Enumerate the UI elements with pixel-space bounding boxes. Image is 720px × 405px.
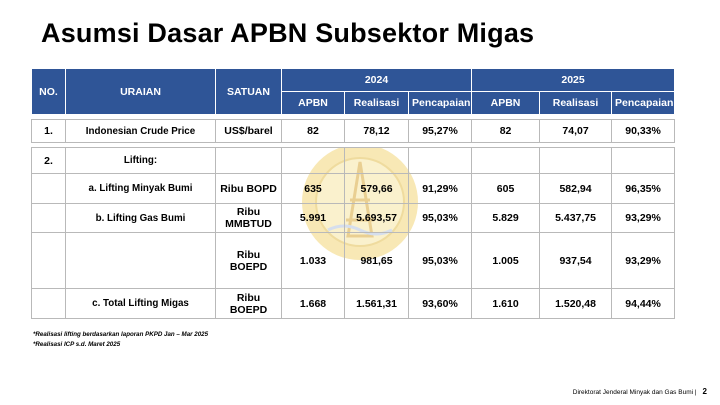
cell-pencapaian-2024: 95,03% [407, 203, 473, 233]
apbn-assumptions-table: NO. URAIAN SATUAN 2024 2025 APBN Realisa… [31, 68, 676, 319]
cell-realisasi-2024: 5.693,57 [344, 203, 409, 233]
cell-apbn-2025 [471, 147, 541, 174]
cell-uraian: b. Lifting Gas Bumi [65, 203, 216, 233]
cell-apbn-2025: 82 [471, 119, 541, 143]
cell-realisasi-2025: 582,94 [539, 173, 613, 204]
cell-satuan: Ribu BOEPD [215, 232, 282, 289]
cell-pencapaian-2024: 91,29% [407, 173, 473, 204]
page-title: Asumsi Dasar APBN Subsektor Migas [41, 18, 535, 48]
cell-apbn-2025: 1.005 [471, 232, 541, 289]
cell-pencapaian-2025: 94,44% [611, 288, 676, 319]
cell-satuan: Ribu BOEPD [215, 288, 282, 319]
header-apbn-2024: APBN [281, 91, 345, 115]
footer-org: Direktorat Jenderal Minyak dan Gas Bumi … [572, 389, 697, 396]
header-year-2024: 2024 [280, 68, 473, 92]
cell-pencapaian-2024: 93,60% [407, 288, 473, 319]
cell-uraian: a. Lifting Minyak Bumi [65, 173, 216, 204]
header-realisasi-2025: Realisasi [539, 91, 613, 115]
header-apbn-2025: APBN [471, 91, 541, 115]
table-row-lifting-gas: b. Lifting Gas Bumi Ribu MMBTUD 5.991 5.… [31, 203, 676, 233]
cell-pencapaian-2025: 93,29% [611, 232, 676, 289]
cell-apbn-2024: 1.668 [281, 288, 345, 319]
cell-apbn-2024: 82 [281, 119, 345, 143]
cell-realisasi-2025 [539, 147, 613, 174]
cell-pencapaian-2025: 93,29% [611, 203, 676, 233]
header-pencapaian-2025: Pencapaian [611, 91, 676, 115]
cell-apbn-2025: 605 [471, 173, 541, 204]
header-satuan: SATUAN [215, 68, 282, 115]
cell-apbn-2025: 5.829 [471, 203, 541, 233]
cell-no [31, 203, 66, 233]
cell-satuan: Ribu MMBTUD [215, 203, 282, 233]
cell-pencapaian-2025: 90,33% [611, 119, 676, 143]
cell-realisasi-2025: 1.520,48 [539, 288, 613, 319]
cell-pencapaian-2025 [611, 147, 676, 174]
cell-apbn-2024: 1.033 [281, 232, 345, 289]
cell-satuan [215, 147, 282, 174]
cell-pencapaian-2025: 96,35% [611, 173, 676, 204]
cell-no: 2. [31, 147, 66, 174]
header-year-2025: 2025 [471, 68, 676, 92]
cell-realisasi-2024: 579,66 [344, 173, 409, 204]
cell-uraian: c. Total Lifting Migas [65, 288, 216, 319]
header-pencapaian-2024: Pencapaian [407, 91, 473, 115]
cell-apbn-2024 [281, 147, 345, 174]
cell-pencapaian-2024 [407, 147, 473, 174]
cell-realisasi-2025: 74,07 [539, 119, 613, 143]
cell-realisasi-2024 [344, 147, 409, 174]
cell-realisasi-2024: 1.561,31 [344, 288, 409, 319]
cell-no: 1. [31, 119, 66, 143]
table-row-lifting-minyak: a. Lifting Minyak Bumi Ribu BOPD 635 579… [31, 173, 676, 204]
cell-realisasi-2024: 78,12 [344, 119, 409, 143]
table-row-icp: 1. Indonesian Crude Price US$/barel 82 7… [31, 119, 676, 143]
cell-satuan: US$/barel [215, 119, 282, 143]
footnote-lifting: *Realisasi lifting berdasarkan laporan P… [33, 331, 209, 338]
cell-apbn-2025: 1.610 [471, 288, 541, 319]
cell-realisasi-2025: 937,54 [539, 232, 613, 289]
table-row-lifting: 2. Lifting: [31, 147, 676, 174]
header-uraian: URAIAN [65, 68, 216, 115]
cell-realisasi-2024: 981,65 [344, 232, 409, 289]
cell-satuan: Ribu BOPD [215, 173, 282, 204]
footer: Direktorat Jenderal Minyak dan Gas Bumi … [573, 387, 707, 396]
table-row-lifting-gas-boepd: Ribu BOEPD 1.033 981,65 95,03% 1.005 937… [31, 232, 676, 289]
header-realisasi-2024: Realisasi [344, 91, 409, 115]
cell-apbn-2024: 5.991 [281, 203, 345, 233]
cell-pencapaian-2024: 95,27% [407, 119, 473, 143]
table-row-total-lifting: c. Total Lifting Migas Ribu BOEPD 1.668 … [31, 288, 676, 319]
cell-uraian: Lifting: [65, 147, 216, 174]
cell-realisasi-2025: 5.437,75 [539, 203, 613, 233]
cell-uraian: Indonesian Crude Price [65, 119, 216, 143]
header-no: NO. [31, 68, 66, 115]
cell-no [31, 288, 66, 319]
page-number: 2 [702, 387, 707, 396]
footnote-icp: *Realisasi ICP s.d. Maret 2025 [33, 341, 121, 348]
cell-apbn-2024: 635 [281, 173, 345, 204]
cell-uraian [65, 232, 216, 289]
cell-pencapaian-2024: 95,03% [407, 232, 473, 289]
cell-no [31, 173, 66, 204]
cell-no [31, 232, 66, 289]
